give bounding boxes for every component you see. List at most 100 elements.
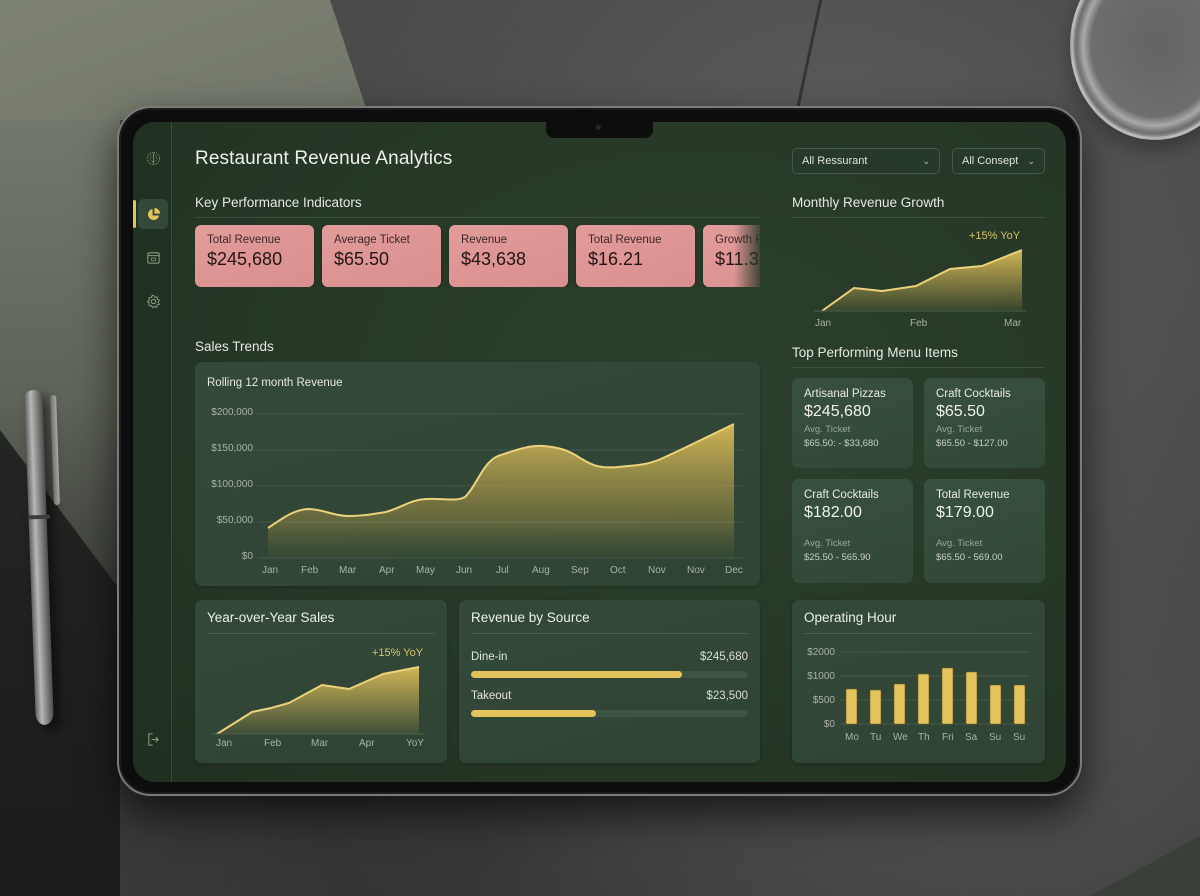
y-tick: $50,000 — [216, 515, 253, 526]
x-tick: Apr — [379, 565, 395, 576]
y-tick: $1000 — [807, 671, 835, 682]
gear-icon — [146, 294, 160, 308]
camera — [596, 125, 601, 130]
kpi-label: Average Ticket — [334, 234, 410, 246]
menu-item-card[interactable]: Total Revenue $179.00 Avg. Ticket $65.50… — [924, 479, 1045, 583]
menu-item-name: Craft Cocktails — [936, 388, 1011, 400]
tablet-device: Restaurant Revenue Analytics All Ressura… — [117, 106, 1082, 796]
kpi-value: $65.50 — [334, 249, 390, 269]
x-tick: Sa — [965, 732, 978, 743]
x-tick: May — [416, 565, 435, 576]
concept-filter-dropdown[interactable]: All Consept ⌄ — [952, 148, 1045, 174]
x-tick: Jan — [262, 565, 279, 576]
sunburst-logo-icon — [146, 151, 160, 165]
progress-fill — [471, 710, 596, 717]
x-tick: Dec — [725, 565, 743, 576]
source-label: Takeout — [471, 690, 512, 702]
monthly-growth-badge: +15% YoY — [969, 230, 1021, 242]
concept-filter-value: All Consept — [962, 155, 1019, 167]
menu-item-sublabel: Avg. Ticket — [936, 424, 983, 435]
kpi-card-average-ticket[interactable]: Average Ticket $65.50 — [322, 225, 441, 287]
progress-bar-dine-in — [471, 671, 748, 678]
y-tick: $100,000 — [211, 479, 253, 490]
sidebar-item-logout[interactable] — [138, 724, 168, 754]
y-tick: $200,000 — [211, 407, 253, 418]
paper-sheet-top — [0, 0, 370, 120]
menu-item-name: Artisanal Pizzas — [804, 388, 886, 400]
y-tick: $500 — [812, 695, 835, 706]
rolling-revenue-chart — [258, 413, 743, 559]
kpi-label: Growth R — [715, 234, 760, 246]
kpi-card-growth-rate[interactable]: Growth R $11.3 — [703, 225, 760, 287]
restaurant-filter-value: All Ressurant — [802, 155, 868, 167]
chevron-down-icon: ⌄ — [1027, 155, 1035, 166]
y-tick: $0 — [241, 551, 253, 562]
kpi-heading: Key Performance Indicators — [195, 195, 362, 210]
chart-title: Rolling 12 month Revenue — [207, 377, 343, 389]
divider — [207, 633, 435, 634]
divider — [195, 217, 760, 218]
x-tick: Sep — [571, 565, 589, 576]
x-tick: YoY — [406, 738, 424, 749]
kpi-card-revenue[interactable]: Revenue $43,638 — [449, 225, 568, 287]
sidebar-logo[interactable] — [138, 143, 168, 173]
menu-item-range: $65.50 - $127.00 — [936, 438, 1008, 449]
x-tick: Feb — [264, 738, 282, 749]
sales-trends-heading: Sales Trends — [195, 339, 274, 354]
divider — [471, 633, 748, 634]
menu-item-sublabel: Avg. Ticket — [804, 424, 851, 435]
menu-item-name: Total Revenue — [936, 489, 1010, 501]
revenue-source-card: Revenue by Source Dine-in $245,680 Takeo… — [459, 600, 760, 763]
x-tick: Nov — [687, 565, 705, 576]
sidebar-item-analytics[interactable] — [133, 199, 168, 229]
kpi-value: $16.21 — [588, 249, 644, 269]
y-tick: $150,000 — [211, 443, 253, 454]
sidebar-item-settings[interactable] — [138, 286, 168, 316]
source-amount: $23,500 — [706, 690, 748, 702]
x-tick: We — [893, 732, 908, 743]
yoy-sales-card: Year-over-Year Sales +15% YoY Jan Feb Ma… — [195, 600, 447, 763]
operating-hour-bar-chart — [840, 651, 1030, 725]
yoy-badge: +15% YoY — [372, 647, 424, 659]
menu-item-name: Craft Cocktails — [804, 489, 879, 501]
menu-item-sublabel: Avg. Ticket — [936, 538, 983, 549]
kpi-value: $43,638 — [461, 249, 527, 269]
menu-item-price: $179.00 — [936, 504, 994, 521]
y-tick: $0 — [823, 719, 835, 730]
source-row-dine-in: Dine-in $245,680 — [471, 651, 748, 663]
kpi-label: Total Revenue — [588, 234, 662, 246]
menu-item-range: $65.50: - $33,680 — [804, 438, 879, 449]
menu-item-price: $245,680 — [804, 403, 871, 420]
source-row-takeout: Takeout $23,500 — [471, 690, 748, 702]
kpi-card-total-revenue[interactable]: Total Revenue $245,680 — [195, 225, 314, 287]
x-tick: Fri — [942, 732, 954, 743]
x-tick: Mar — [1004, 318, 1022, 329]
pen-ring — [28, 514, 51, 520]
menu-item-price: $65.50 — [936, 403, 985, 420]
monthly-growth-heading: Monthly Revenue Growth — [792, 195, 945, 210]
x-tick: Jan — [815, 318, 832, 329]
kpi-value: $11.3 — [715, 249, 759, 269]
progress-fill — [471, 671, 682, 678]
kpi-card-total-revenue-2[interactable]: Total Revenue $16.21 — [576, 225, 695, 287]
monthly-growth-chart — [814, 249, 1026, 312]
divider — [792, 217, 1045, 218]
menu-item-card[interactable]: Artisanal Pizzas $245,680 Avg. Ticket $6… — [792, 378, 913, 468]
kpi-value: $245,680 — [207, 249, 283, 269]
restaurant-filter-dropdown[interactable]: All Ressurant ⌄ — [792, 148, 940, 174]
calendar-icon — [146, 251, 160, 264]
x-tick: Feb — [910, 318, 928, 329]
x-tick: Jun — [456, 565, 473, 576]
menu-item-card[interactable]: Craft Cocktails $65.50 Avg. Ticket $65.5… — [924, 378, 1045, 468]
x-tick: Su — [989, 732, 1002, 743]
sidebar-item-calendar[interactable] — [138, 242, 168, 272]
x-tick: Su — [1013, 732, 1026, 743]
progress-bar-takeout — [471, 710, 748, 717]
top-menu-heading: Top Performing Menu Items — [792, 345, 958, 360]
x-tick: Apr — [359, 738, 375, 749]
operating-hour-card: Operating Hour $2000 $1000 $500 $0 — [792, 600, 1045, 763]
kpi-label: Total Revenue — [207, 234, 281, 246]
divider — [804, 633, 1033, 634]
menu-item-card[interactable]: Craft Cocktails $182.00 Avg. Ticket $25.… — [792, 479, 913, 583]
yoy-sales-chart — [212, 666, 425, 735]
